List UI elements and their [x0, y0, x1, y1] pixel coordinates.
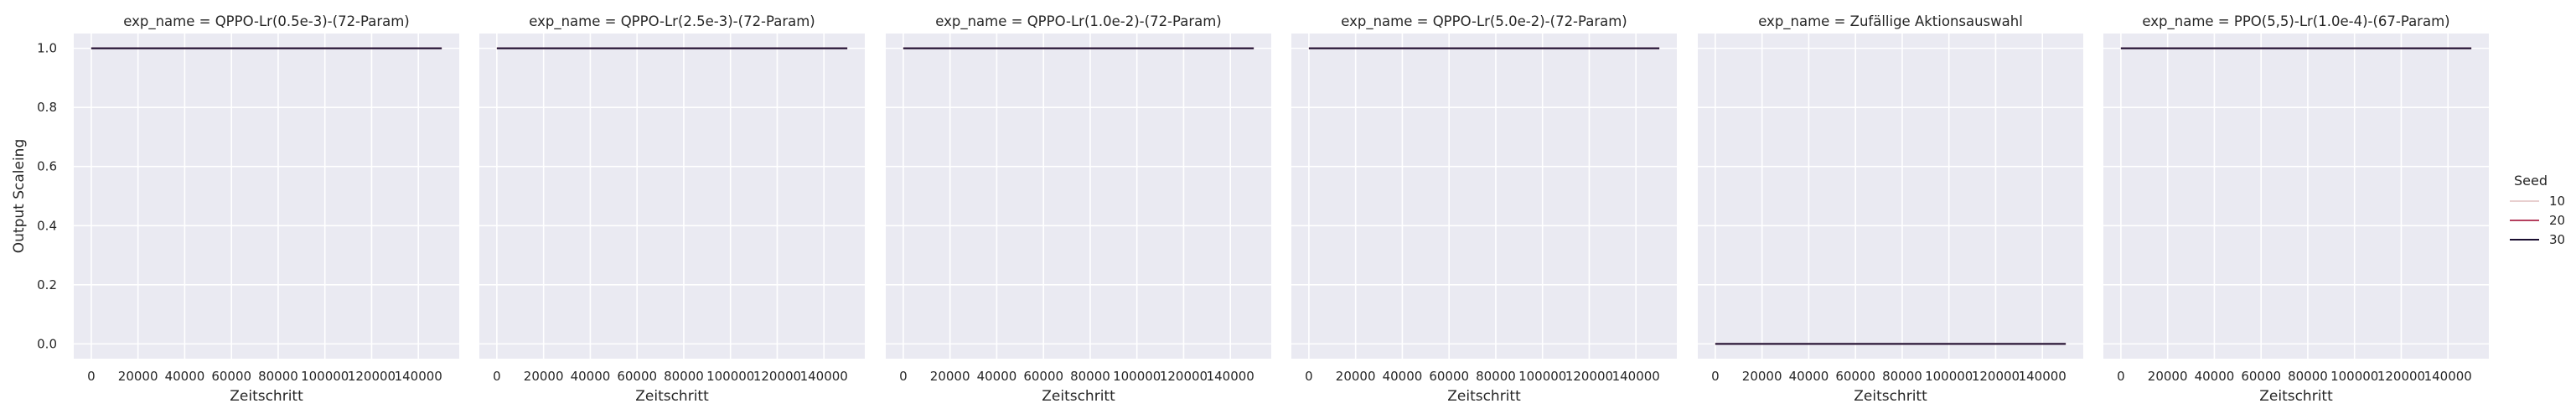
- x-tick-label: 120000: [1160, 369, 1208, 384]
- x-tick-label: 40000: [165, 369, 205, 384]
- x-tick-label: 20000: [118, 369, 158, 384]
- x-axis-label: Zeitschritt: [1447, 388, 1521, 405]
- plot-background: [2103, 34, 2489, 359]
- x-tick-label: 120000: [753, 369, 801, 384]
- legend-items: 10 20 30: [2510, 194, 2565, 247]
- x-tick-label: 0: [2117, 369, 2125, 384]
- x-tick-label: 80000: [664, 369, 704, 384]
- x-tick-label: 100000: [2330, 369, 2378, 384]
- x-tick-label: 120000: [1565, 369, 1613, 384]
- x-axis-label: Zeitschritt: [2259, 388, 2333, 405]
- legend-title: Seed: [2514, 173, 2548, 189]
- x-tick-label: 140000: [2019, 369, 2066, 384]
- panel-title: exp_name = QPPO-Lr(2.5e-3)-(72-Param): [529, 13, 815, 30]
- x-axis-label: Zeitschritt: [230, 388, 303, 405]
- panel-title: exp_name = Zufällige Aktionsauswahl: [1758, 13, 2023, 30]
- x-tick-label: 20000: [1336, 369, 1376, 384]
- facet-panel-5: exp_name = Zufällige Aktionsauswahl 0 2000…: [1698, 13, 2083, 405]
- panel-title: exp_name = QPPO-Lr(1.0e-2)-(72-Param): [935, 13, 1222, 30]
- plot-background: [1698, 34, 2083, 359]
- x-tick-label: 140000: [2424, 369, 2472, 384]
- x-tick-label: 120000: [348, 369, 396, 384]
- x-tick-label: 40000: [571, 369, 611, 384]
- x-axis-label: Zeitschritt: [1042, 388, 1115, 405]
- x-tick-label: 140000: [1612, 369, 1660, 384]
- panel-title: exp_name = PPO(5,5)-Lr(1.0e-4)-(67-Param…: [2142, 13, 2449, 30]
- legend-label-10: 10: [2549, 194, 2565, 209]
- x-tick-label: 140000: [1207, 369, 1254, 384]
- x-tick-label: 60000: [2241, 369, 2281, 384]
- plot-background: [479, 34, 865, 359]
- x-tick-label: 40000: [977, 369, 1017, 384]
- x-tick-label: 60000: [1023, 369, 1063, 384]
- x-tick-label: 80000: [258, 369, 298, 384]
- facet-panel-2: exp_name = QPPO-Lr(2.5e-3)-(72-Param) 0 20…: [479, 13, 865, 405]
- x-tick-label: 100000: [1925, 369, 1973, 384]
- legend-label-30: 30: [2549, 232, 2565, 247]
- x-tick-label: 40000: [2195, 369, 2235, 384]
- y-tick-label: 0.0: [37, 336, 57, 351]
- y-tick-label: 0.6: [37, 159, 57, 174]
- y-tick-label: 0.2: [37, 277, 57, 292]
- x-tick-label: 80000: [2288, 369, 2328, 384]
- x-tick-label: 120000: [2377, 369, 2425, 384]
- x-axis-label: Zeitschritt: [635, 388, 709, 405]
- x-tick-label: 100000: [706, 369, 754, 384]
- x-tick-label: 0: [899, 369, 908, 384]
- x-tick-label: 0: [1305, 369, 1313, 384]
- x-tick-label: 0: [1711, 369, 1720, 384]
- facet-panel-1: exp_name = QPPO-Lr(0.5e-3)-(72-Param) 0 20…: [11, 13, 459, 405]
- legend: Seed 10 20 30: [2510, 173, 2565, 247]
- x-tick-label: 20000: [930, 369, 970, 384]
- y-tick-label: 0.8: [37, 100, 57, 115]
- legend-label-20: 20: [2549, 213, 2565, 228]
- x-tick-label: 20000: [524, 369, 564, 384]
- x-tick-label: 40000: [1383, 369, 1423, 384]
- plot-background: [886, 34, 1271, 359]
- x-tick-label: 20000: [2148, 369, 2188, 384]
- x-tick-label: 80000: [1070, 369, 1110, 384]
- plot-background: [1291, 34, 1677, 359]
- x-tick-label: 20000: [1742, 369, 1782, 384]
- facet-panel-3: exp_name = QPPO-Lr(1.0e-2)-(72-Param) 0 20…: [886, 13, 1271, 405]
- facet-panel-4: exp_name = QPPO-Lr(5.0e-2)-(72-Param) 0 20…: [1291, 13, 1677, 405]
- panel-title: exp_name = QPPO-Lr(0.5e-3)-(72-Param): [123, 13, 410, 30]
- x-tick-label: 0: [493, 369, 501, 384]
- x-tick-label: 140000: [800, 369, 848, 384]
- x-tick-label: 40000: [1789, 369, 1829, 384]
- x-tick-label: 100000: [1113, 369, 1161, 384]
- y-tick-label: 0.4: [37, 218, 57, 233]
- x-tick-label: 140000: [395, 369, 442, 384]
- x-tick-label: 60000: [211, 369, 251, 384]
- facet-panels: exp_name = QPPO-Lr(0.5e-3)-(72-Param) 0 20…: [11, 13, 2489, 405]
- x-tick-label: 120000: [1972, 369, 2020, 384]
- x-tick-label: 80000: [1882, 369, 1922, 384]
- x-tick-label: 0: [87, 369, 96, 384]
- x-axis-label: Zeitschritt: [1854, 388, 1927, 405]
- plot-background: [74, 34, 459, 359]
- x-tick-label: 60000: [1429, 369, 1469, 384]
- panel-title: exp_name = QPPO-Lr(5.0e-2)-(72-Param): [1341, 13, 1627, 30]
- x-tick-label: 100000: [301, 369, 349, 384]
- x-tick-label: 60000: [1835, 369, 1875, 384]
- y-tick-label: 1.0: [37, 41, 57, 56]
- x-tick-label: 80000: [1476, 369, 1516, 384]
- x-tick-label: 100000: [1518, 369, 1566, 384]
- x-tick-label: 60000: [617, 369, 657, 384]
- facet-panel-6: exp_name = PPO(5,5)-Lr(1.0e-4)-(67-Param…: [2103, 13, 2489, 405]
- y-axis-label: Output Scaleing: [11, 139, 28, 253]
